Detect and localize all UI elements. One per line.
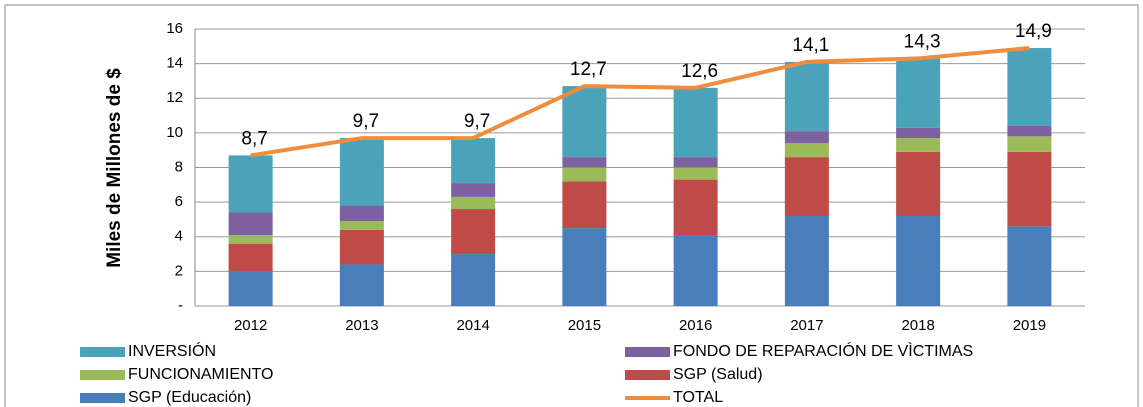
- bar-segment: [1007, 226, 1052, 306]
- bar-segment: [784, 131, 829, 144]
- bar-segment: [339, 229, 384, 265]
- bar-segment: [1007, 151, 1052, 227]
- legend-label: SGP (Salud): [673, 366, 763, 383]
- bar-segment: [784, 143, 829, 158]
- bar-segment: [228, 271, 273, 306]
- legend-swatch: [80, 393, 125, 403]
- bar-segment: [784, 61, 829, 132]
- bar-segment: [228, 212, 273, 236]
- bar-segment: [228, 243, 273, 272]
- x-tick-label: 2017: [790, 317, 823, 334]
- legend-label: TOTAL: [673, 389, 723, 406]
- legend-label: FONDO DE REPARACIÓN DE VÌCTIMAS: [673, 341, 973, 360]
- bar-segment: [339, 221, 384, 230]
- data-label: 14,1: [792, 35, 829, 56]
- bar-segment: [339, 205, 384, 222]
- bar-segment: [896, 58, 941, 128]
- x-tick-label: 2018: [901, 317, 934, 334]
- bar-segment: [562, 167, 607, 182]
- y-tick-label: 8: [175, 158, 183, 175]
- y-tick-label: -: [178, 297, 183, 314]
- bar-segment: [451, 183, 496, 197]
- bar-segment: [562, 157, 607, 168]
- y-tick-label: 4: [175, 228, 183, 245]
- bar-segment: [896, 215, 941, 306]
- bar-segment: [1007, 48, 1052, 126]
- bar-segment: [562, 228, 607, 306]
- legend-label: SGP (Educación): [128, 389, 251, 406]
- bar-segment: [451, 209, 496, 255]
- bar-segment: [1007, 125, 1052, 137]
- data-label: 12,6: [681, 61, 718, 82]
- bar-segment: [896, 138, 941, 152]
- bar-segment: [784, 157, 829, 216]
- data-label: 8,7: [241, 128, 267, 149]
- bar-segment: [339, 138, 384, 206]
- bar-segment: [896, 151, 941, 216]
- y-tick-label: 2: [175, 262, 183, 279]
- x-tick-label: 2019: [1013, 317, 1046, 334]
- x-tick-label: 2015: [568, 317, 601, 334]
- x-tick-label: 2013: [345, 317, 378, 334]
- legend-swatch: [80, 370, 125, 380]
- y-tick-label: 14: [166, 55, 183, 72]
- bar-segment: [451, 254, 496, 306]
- legend-label: INVERSIÓN: [128, 341, 216, 360]
- bar-segment: [673, 179, 718, 236]
- legend-label: FUNCIONAMIENTO: [128, 366, 273, 383]
- data-label: 9,7: [353, 111, 379, 132]
- legend-swatch: [625, 347, 670, 357]
- bar-segment: [1007, 136, 1052, 152]
- bar-segment: [451, 138, 496, 184]
- bar-segment: [673, 87, 718, 158]
- bar-segment: [228, 235, 273, 244]
- bar-segment: [451, 196, 496, 210]
- bar-segment: [896, 127, 941, 139]
- bar-segment: [673, 235, 718, 306]
- x-tick-label: 2016: [679, 317, 712, 334]
- bar-segment: [339, 264, 384, 306]
- chart-border: [4, 4, 1139, 407]
- bar-segment: [228, 155, 273, 213]
- data-label: 14,9: [1015, 21, 1052, 42]
- y-tick-label: 6: [175, 193, 183, 210]
- bar-segment: [562, 181, 607, 229]
- y-tick-label: 12: [166, 89, 183, 106]
- data-label: 14,3: [904, 31, 941, 52]
- y-tick-label: 10: [166, 124, 183, 141]
- y-axis-label: Miles de Millones de $: [104, 68, 125, 268]
- bar-segment: [784, 215, 829, 306]
- bar-segment: [562, 86, 607, 158]
- bar-segment: [673, 157, 718, 168]
- y-tick-label: 16: [166, 20, 183, 37]
- total-line: [250, 46, 1030, 158]
- x-tick-label: 2014: [456, 317, 489, 334]
- x-tick-label: 2012: [234, 317, 267, 334]
- data-label: 12,7: [570, 59, 607, 80]
- legend-swatch: [625, 370, 670, 380]
- data-label: 9,7: [464, 111, 490, 132]
- legend-swatch: [80, 347, 125, 357]
- bar-segment: [673, 167, 718, 180]
